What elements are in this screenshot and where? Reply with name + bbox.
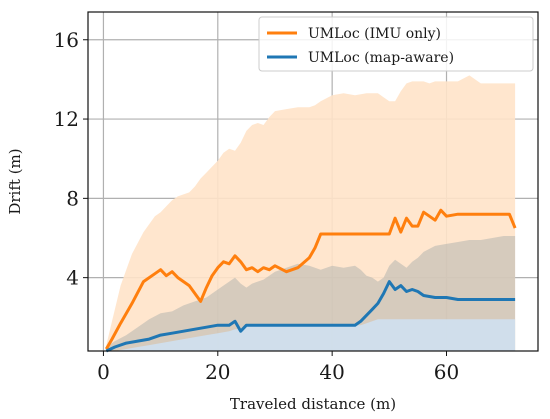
legend-label-imu-only: UMLoc (IMU only) <box>308 26 441 42</box>
legend-box <box>258 16 534 72</box>
y-tick-label-4: 4 <box>66 266 79 290</box>
x-tick-label-20: 20 <box>205 360 230 384</box>
y-tick-label-16: 16 <box>54 28 79 52</box>
x-tick-label-40: 40 <box>319 360 344 384</box>
series-lines <box>105 208 517 353</box>
plot-frame <box>87 11 539 352</box>
x-axis-label: Traveled distance (m) <box>230 395 396 413</box>
confidence-bands <box>106 75 516 352</box>
band-map-aware-inner <box>106 319 516 351</box>
y-axis-label: Drift (m) <box>6 148 24 214</box>
x-tick-label-0: 0 <box>97 360 110 384</box>
legend: UMLoc (IMU only) UMLoc (map-aware) <box>258 16 534 72</box>
y-tick-label-8: 8 <box>66 186 79 210</box>
axis-ticks: 0 20 40 60 4 8 12 16 <box>54 28 460 384</box>
x-tick-label-60: 60 <box>434 360 459 384</box>
y-tick-label-12: 12 <box>54 107 79 131</box>
legend-label-map-aware: UMLoc (map-aware) <box>308 50 454 66</box>
